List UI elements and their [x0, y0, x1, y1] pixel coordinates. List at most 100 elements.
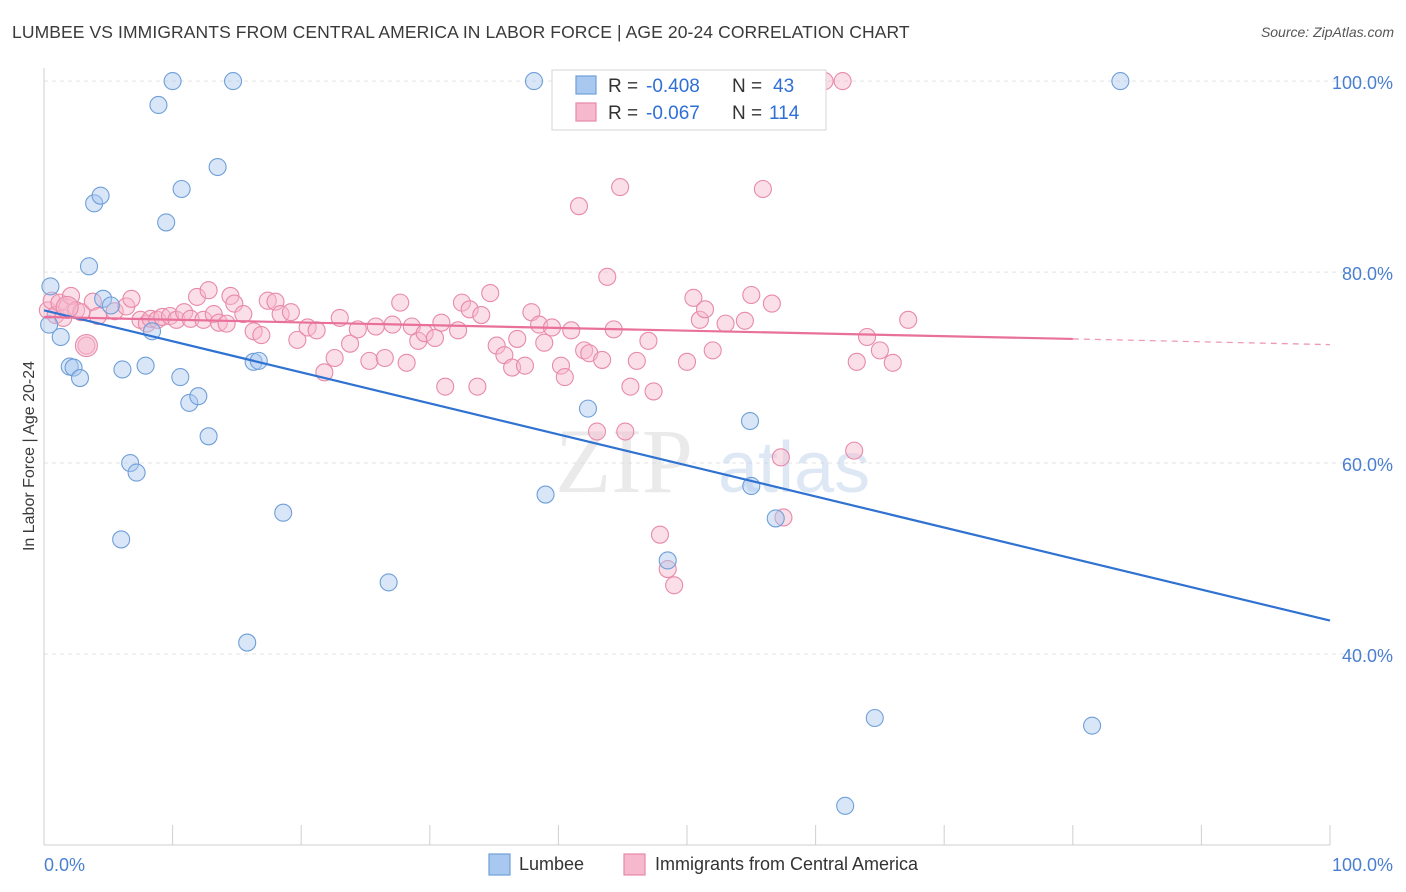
data-point-immigrants	[587, 422, 607, 441]
data-point-immigrants	[217, 314, 236, 333]
data-point-lumbee	[1111, 72, 1130, 91]
data-point-immigrants	[562, 321, 581, 340]
y-tick-label: 80.0%	[1342, 264, 1393, 284]
data-point-immigrants	[375, 348, 394, 368]
data-point-lumbee	[658, 551, 677, 570]
data-point-immigrants	[449, 321, 468, 340]
stats-n-value-2: 114	[769, 103, 800, 124]
data-point-lumbee	[223, 72, 243, 91]
data-point-lumbee	[180, 393, 199, 412]
trend-line-lumbee	[43, 309, 1331, 622]
data-point-immigrants	[472, 305, 491, 325]
data-point-lumbee	[149, 95, 168, 115]
data-point-immigrants	[621, 377, 640, 396]
data-point-immigrants	[774, 508, 793, 527]
data-point-lumbee	[238, 633, 257, 652]
data-point-immigrants	[204, 305, 223, 324]
x-tick-label: 100.0%	[1332, 855, 1393, 875]
legend-swatch-immigrants	[623, 853, 646, 876]
data-point-immigrants	[771, 448, 790, 467]
data-point-lumbee	[163, 72, 182, 91]
data-point-immigrants	[432, 313, 451, 332]
data-point-lumbee	[64, 358, 83, 377]
data-point-lumbee	[121, 453, 140, 473]
data-point-immigrants	[325, 348, 344, 368]
data-point-immigrants	[598, 267, 617, 286]
data-point-lumbee	[524, 72, 544, 91]
y-axis-label: In Labor Force | Age 20-24	[21, 361, 38, 551]
data-point-lumbee	[536, 485, 555, 504]
data-point-immigrants	[452, 293, 472, 312]
data-point-immigrants	[366, 317, 385, 336]
data-point-immigrants	[555, 368, 574, 387]
data-point-lumbee	[1083, 716, 1102, 735]
data-point-immigrants	[209, 313, 228, 332]
data-point-immigrants	[690, 310, 709, 329]
data-point-immigrants	[845, 441, 864, 460]
data-point-immigrants	[252, 326, 271, 345]
data-point-immigrants	[425, 328, 444, 348]
source-label: Source: ZipAtlas.com	[1260, 24, 1394, 40]
data-point-lumbee	[199, 427, 218, 446]
data-point-immigrants	[122, 289, 141, 308]
y-tick-label: 60.0%	[1342, 455, 1393, 475]
data-point-immigrants	[716, 314, 735, 333]
data-point-immigrants	[74, 334, 98, 358]
data-point-immigrants	[847, 352, 866, 371]
stats-box: R = -0.408 N = 43 R = -0.067 N = 114	[551, 69, 827, 131]
data-point-lumbee	[113, 360, 132, 379]
stats-r-value-2: -0.067	[646, 103, 700, 124]
stats-r-label-2: R =	[608, 103, 638, 124]
data-point-immigrants	[515, 356, 535, 375]
data-point-immigrants	[695, 300, 715, 319]
data-point-lumbee	[51, 327, 70, 347]
data-point-immigrants	[199, 281, 218, 300]
data-point-immigrants	[258, 291, 277, 310]
data-point-immigrants	[391, 293, 410, 312]
data-point-immigrants	[627, 351, 646, 370]
data-point-immigrants	[611, 178, 630, 197]
data-point-lumbee	[91, 186, 110, 205]
data-point-immigrants	[644, 382, 663, 401]
data-point-immigrants	[684, 288, 703, 307]
data-point-immigrants	[397, 353, 416, 372]
data-point-immigrants	[341, 334, 360, 353]
data-point-immigrants	[899, 310, 918, 329]
data-point-immigrants	[753, 179, 772, 199]
legend-label-immigrants: Immigrants from Central America	[655, 854, 919, 874]
data-point-immigrants	[281, 303, 300, 322]
data-point-immigrants	[234, 305, 253, 324]
data-point-immigrants	[225, 294, 244, 313]
data-point-immigrants	[593, 350, 612, 369]
data-point-immigrants	[677, 352, 697, 371]
data-point-immigrants	[307, 321, 326, 340]
data-point-lumbee	[172, 179, 191, 199]
watermark-atlas: atlas	[718, 428, 870, 508]
data-point-lumbee	[836, 796, 855, 815]
data-point-immigrants	[460, 300, 479, 319]
data-point-lumbee	[208, 157, 227, 177]
stats-n-value-1: 43	[773, 76, 794, 97]
stats-r-label-1: R =	[608, 76, 638, 97]
data-point-lumbee	[189, 387, 208, 406]
stats-swatch-pink	[575, 102, 597, 122]
data-point-immigrants	[575, 341, 594, 360]
data-point-lumbee	[274, 503, 293, 522]
axes-layer	[43, 68, 1331, 846]
y-axis-label-group: In Labor Force | Age 20-24	[21, 361, 38, 551]
data-point-immigrants	[742, 285, 761, 305]
data-point-immigrants	[639, 331, 658, 350]
data-point-immigrants	[833, 72, 852, 91]
stats-swatch-blue	[575, 75, 597, 95]
data-point-immigrants	[616, 422, 635, 441]
data-point-lumbee	[171, 368, 190, 387]
stats-r-value-1: -0.408	[646, 76, 700, 97]
data-point-lumbee	[79, 257, 99, 276]
y-tick-label: 40.0%	[1342, 646, 1393, 666]
data-point-immigrants	[153, 307, 172, 327]
y-tick-label: 100.0%	[1332, 73, 1393, 93]
data-point-lumbee	[85, 194, 104, 213]
data-point-immigrants	[650, 525, 670, 544]
trend-lines	[43, 309, 1331, 622]
